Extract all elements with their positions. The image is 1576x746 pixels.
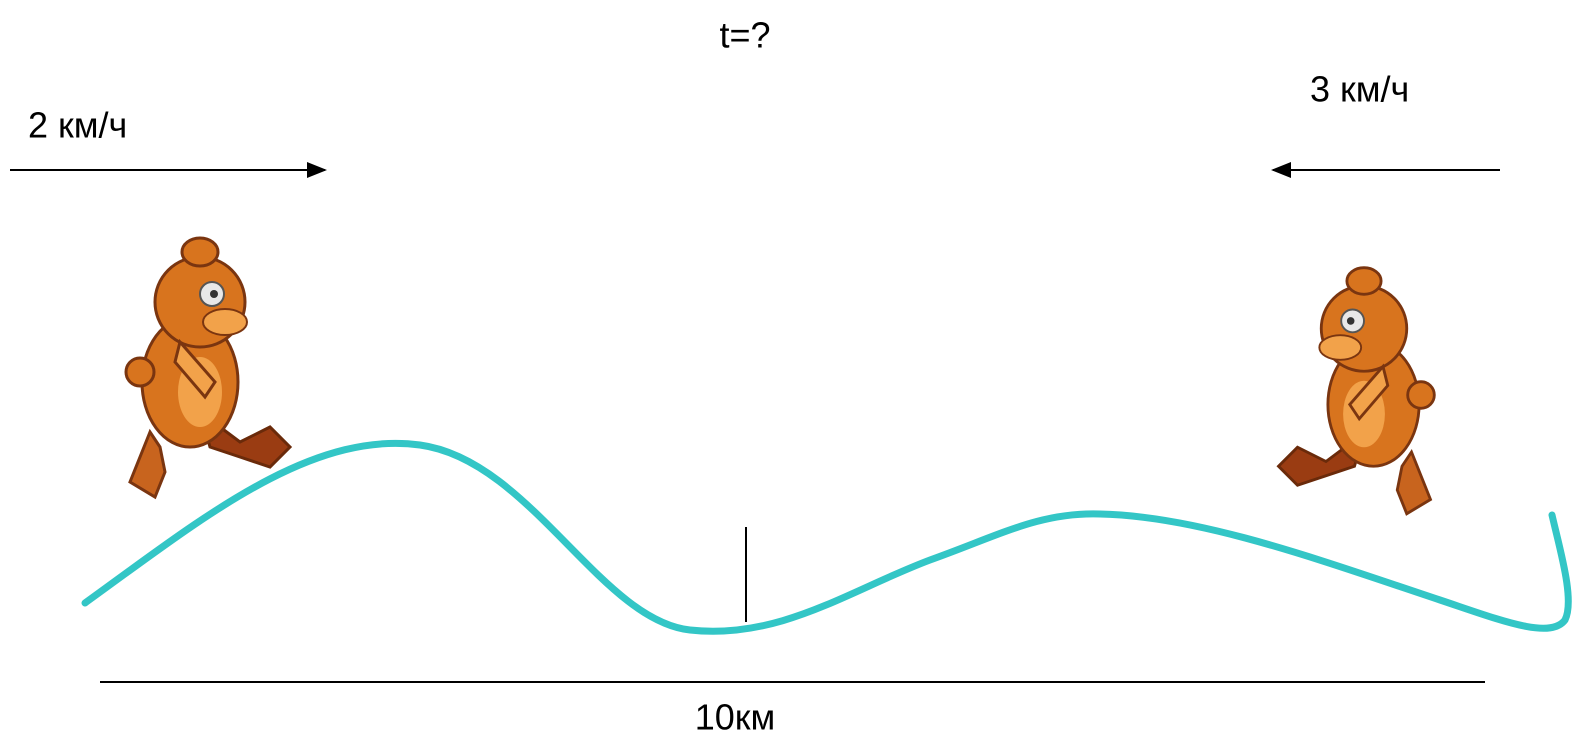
distance-label: 10км — [695, 697, 776, 738]
right-speed-label: 3 км/ч — [1310, 69, 1409, 110]
time-label: t=? — [719, 15, 770, 56]
left-speed-label: 2 км/ч — [28, 105, 127, 146]
road — [81, 440, 1572, 635]
left-bear — [124, 236, 292, 499]
right-bear — [1277, 266, 1436, 516]
